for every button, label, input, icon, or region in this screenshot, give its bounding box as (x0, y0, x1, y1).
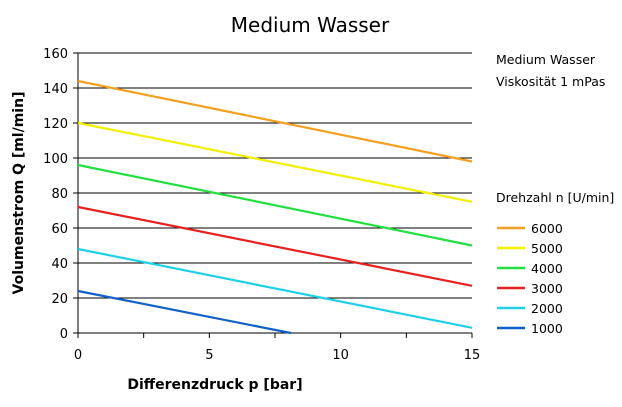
annotation-medium: Medium Wasser (496, 52, 596, 67)
y-tick-label: 120 (43, 117, 68, 132)
y-tick-label: 140 (43, 82, 68, 97)
y-tick-labels: 0 20 40 60 80 100 120 140 160 (43, 47, 68, 342)
legend-label-2000: 2000 (531, 301, 563, 316)
y-tick-label: 40 (51, 257, 68, 272)
y-tick-label: 20 (51, 292, 68, 307)
y-tick-label: 80 (51, 187, 68, 202)
x-tick-label: 5 (205, 348, 213, 363)
y-tick-label: 160 (43, 47, 68, 62)
series-line-5000 (77, 121, 473, 203)
series-line-1000 (77, 289, 292, 335)
series-line-6000 (77, 79, 473, 163)
legend-label-1000: 1000 (531, 321, 563, 336)
legend-title: Drehzahl n [U/min] (496, 190, 614, 205)
series-line-3000 (77, 205, 473, 287)
x-axis-title: Differenzdruck p [bar] (127, 377, 302, 393)
axes (73, 52, 473, 338)
y-tick-label: 60 (51, 222, 68, 237)
y-tick-label: 100 (43, 152, 68, 167)
x-tick-label: 0 (74, 348, 82, 363)
series-line-4000 (77, 163, 473, 247)
x-tick-labels: 0 5 10 15 (74, 348, 480, 363)
chart-title: Medium Wasser (231, 13, 390, 37)
x-tick-label: 15 (464, 348, 481, 363)
legend-label-5000: 5000 (531, 241, 563, 256)
legend-label-6000: 6000 (531, 221, 563, 236)
legend-label-4000: 4000 (531, 261, 563, 276)
legend-label-3000: 3000 (531, 281, 563, 296)
y-tick-label: 0 (60, 327, 68, 342)
x-tick-label: 10 (332, 348, 349, 363)
legend: 6000 5000 4000 3000 2000 1000 (497, 221, 563, 336)
series-lines (77, 79, 473, 335)
y-axis-title: Volumenstrom Q [ml/min] (11, 92, 27, 295)
series-line-2000 (77, 247, 473, 329)
annotation-viscosity: Viskosität 1 mPas (496, 74, 605, 89)
